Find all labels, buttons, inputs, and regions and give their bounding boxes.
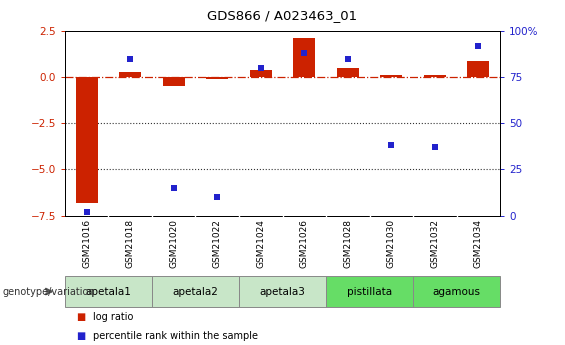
Text: GSM21028: GSM21028 — [344, 219, 352, 268]
Bar — [163, 77, 185, 87]
Text: GSM21026: GSM21026 — [300, 219, 308, 268]
Text: GSM21016: GSM21016 — [82, 219, 91, 268]
Point — [169, 185, 178, 191]
Point — [125, 56, 134, 61]
Point — [212, 194, 221, 200]
Text: GSM21018: GSM21018 — [126, 219, 134, 268]
Point — [299, 50, 308, 56]
Bar — [380, 75, 402, 77]
Text: apetala2: apetala2 — [172, 287, 219, 296]
Text: ■: ■ — [76, 331, 85, 341]
Text: GSM21020: GSM21020 — [170, 219, 178, 268]
Bar — [76, 77, 98, 203]
Point — [256, 65, 265, 71]
Bar — [293, 38, 315, 77]
Text: GSM21032: GSM21032 — [431, 219, 439, 268]
Bar — [206, 77, 228, 79]
Text: pistillata: pistillata — [347, 287, 392, 296]
Point — [343, 56, 352, 61]
Bar — [119, 72, 141, 77]
Text: log ratio: log ratio — [93, 312, 133, 322]
Text: GDS866 / A023463_01: GDS866 / A023463_01 — [207, 9, 358, 22]
Bar — [250, 70, 272, 77]
Text: GSM21022: GSM21022 — [213, 219, 221, 267]
Text: apetala1: apetala1 — [85, 287, 132, 296]
Text: ■: ■ — [76, 312, 85, 322]
Point — [386, 143, 396, 148]
Text: percentile rank within the sample: percentile rank within the sample — [93, 331, 258, 341]
Text: GSM21024: GSM21024 — [257, 219, 265, 267]
Bar — [424, 75, 446, 77]
Point — [82, 209, 92, 215]
Point — [473, 43, 483, 49]
Text: GSM21034: GSM21034 — [474, 219, 483, 268]
Text: genotype/variation: genotype/variation — [3, 287, 95, 296]
Point — [430, 145, 439, 150]
Bar — [337, 68, 359, 77]
Text: GSM21030: GSM21030 — [387, 219, 396, 268]
Text: agamous: agamous — [433, 287, 480, 296]
Bar — [467, 61, 489, 77]
Text: apetala3: apetala3 — [259, 287, 306, 296]
